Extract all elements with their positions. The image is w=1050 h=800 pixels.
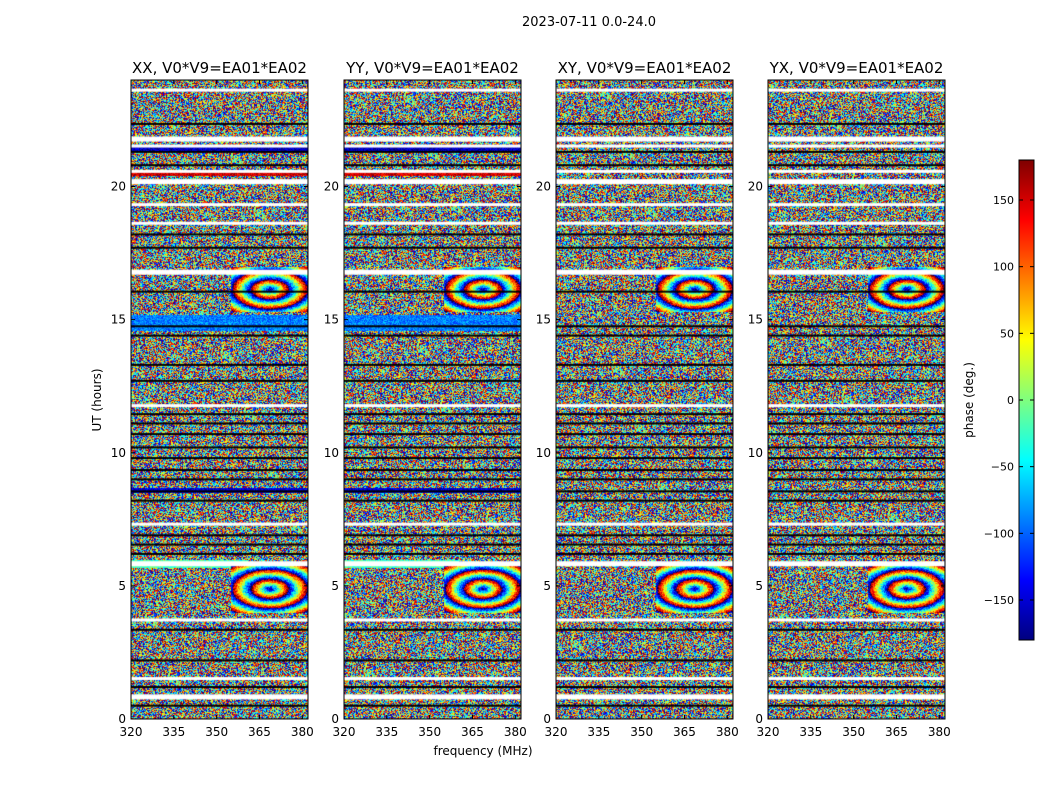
y-tick-label: 15 (111, 313, 126, 327)
y-tick-label: 15 (324, 313, 339, 327)
y-tick-label: 0 (755, 712, 763, 726)
x-tick-label: 335 (162, 725, 185, 739)
y-tick-label: 5 (755, 579, 763, 593)
colorbar-tick-label: 150 (993, 194, 1014, 207)
x-tick-label: 350 (205, 725, 228, 739)
x-tick-label: 350 (630, 725, 653, 739)
y-tick-label: 20 (111, 180, 126, 194)
x-tick-label: 380 (716, 725, 739, 739)
x-tick-label: 365 (248, 725, 271, 739)
panel-xx: XX, V0*V9=EA01*EA02 320 335 350 365 380 0 5 10 15… (111, 59, 314, 739)
figure-ylabel: UT (hours) (90, 368, 104, 431)
y-tick-label: 20 (748, 180, 763, 194)
phase-heatmap-yx (768, 80, 945, 719)
figure-xlabel: frequency (MHz) (433, 744, 532, 758)
y-tick-label: 20 (324, 180, 339, 194)
x-tick-label: 320 (333, 725, 356, 739)
x-tick-label: 350 (842, 725, 865, 739)
y-tick-label: 10 (324, 446, 339, 460)
x-tick-label: 365 (673, 725, 696, 739)
y-tick-label: 15 (536, 313, 551, 327)
phase-heatmap-xx (131, 80, 308, 719)
y-tick-label: 0 (331, 712, 339, 726)
y-tick-label: 10 (536, 446, 551, 460)
panel-xy: XY, V0*V9=EA01*EA02 320 335 350 365 380 0 5 10 15… (536, 59, 739, 739)
x-tick-label: 350 (418, 725, 441, 739)
colorbar-tick-label: −50 (991, 461, 1014, 474)
x-tick-label: 335 (587, 725, 610, 739)
colorbar-tick-label: −100 (984, 527, 1014, 540)
y-tick-label: 10 (748, 446, 763, 460)
panel-title-yx: YX, V0*V9=EA01*EA02 (769, 59, 944, 77)
x-tick-label: 320 (120, 725, 143, 739)
x-tick-label: 380 (504, 725, 527, 739)
x-tick-label: 335 (799, 725, 822, 739)
panel-frame (130, 79, 309, 720)
y-tick-label: 0 (118, 712, 126, 726)
y-tick-label: 10 (111, 446, 126, 460)
panels: XX, V0*V9=EA01*EA02 320 335 350 365 380 0 5 10 15… (111, 59, 951, 739)
panel-title-yy: YY, V0*V9=EA01*EA02 (345, 59, 519, 77)
panel-title-xy: XY, V0*V9=EA01*EA02 (558, 59, 732, 77)
panel-frame (555, 79, 734, 720)
panel-frame (767, 79, 946, 720)
x-tick-label: 365 (461, 725, 484, 739)
colorbar-label: phase (deg.) (962, 362, 976, 438)
y-tick-label: 5 (543, 579, 551, 593)
panel-frame (343, 79, 522, 720)
colorbar-tick-label: 50 (1000, 327, 1014, 340)
x-tick-label: 365 (885, 725, 908, 739)
y-tick-label: 20 (536, 180, 551, 194)
figure-suptitle: 2023-07-11 0.0-24.0 (522, 15, 656, 30)
y-tick-label: 5 (118, 579, 126, 593)
x-tick-label: 335 (375, 725, 398, 739)
panel-title-xx: XX, V0*V9=EA01*EA02 (132, 59, 307, 77)
y-tick-label: 5 (331, 579, 339, 593)
colorbar-tick-label: 100 (993, 261, 1014, 274)
phase-heatmap-yy (344, 80, 521, 719)
colorbar-tick-label: −150 (984, 594, 1014, 607)
colorbar-tick-label: 0 (1007, 394, 1014, 407)
colorbar: 150 100 50 0 −50 −100 −150 (984, 159, 1035, 641)
x-tick-label: 320 (545, 725, 568, 739)
x-tick-label: 380 (928, 725, 951, 739)
x-tick-label: 380 (291, 725, 314, 739)
panel-yy: YY, V0*V9=EA01*EA02 320 335 350 365 380 0 5 10 15… (324, 59, 527, 739)
x-tick-label: 320 (757, 725, 780, 739)
y-tick-label: 15 (748, 313, 763, 327)
y-tick-label: 0 (543, 712, 551, 726)
phase-heatmap-xy (556, 80, 733, 719)
panel-yx: YX, V0*V9=EA01*EA02 320 335 350 365 380 0 5 10 15… (748, 59, 951, 739)
